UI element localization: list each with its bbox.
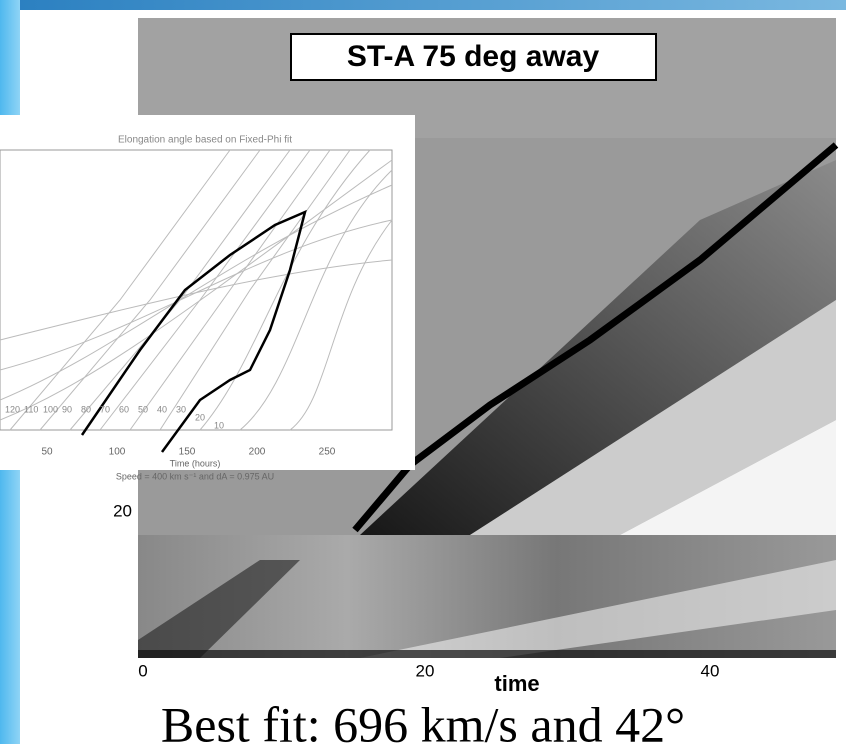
inset-curve-label: 90 <box>62 404 72 414</box>
inset-x-tick-label: 150 <box>179 447 196 458</box>
inset-curve-label: 80 <box>81 404 91 414</box>
dark-band <box>360 160 836 535</box>
inset-x-title: Time (hours) <box>170 458 221 468</box>
white-band <box>620 420 836 535</box>
inset-title: Elongation angle based on Fixed-Phi fit <box>118 135 292 146</box>
lower-streak <box>138 560 300 658</box>
inset-curve-label: 20 <box>195 412 205 422</box>
inset-curve-label: 40 <box>157 404 167 414</box>
inset-curve-label: 100 <box>43 404 58 414</box>
y-tick-label: 20 <box>113 501 132 520</box>
inset-curves <box>0 149 393 431</box>
x-axis-title: time <box>494 671 539 696</box>
inset-curve-label: 70 <box>100 404 110 414</box>
panel-label: ST-A 75 deg away <box>347 40 600 73</box>
top-bar <box>0 0 846 10</box>
inset-footer: Speed = 400 km s⁻¹ and dA = 0.975 AU <box>116 471 274 481</box>
inset-curve-label: 30 <box>176 404 186 414</box>
x-tick-label: 0 <box>138 661 147 680</box>
inset-x-tick-label: 50 <box>41 447 53 458</box>
inset <box>0 115 415 470</box>
inset-fit <box>80 209 307 453</box>
x-tick-label: 20 <box>416 661 435 680</box>
label-box <box>290 33 657 81</box>
caption: Best fit: 696 km/s and 42° <box>161 696 685 744</box>
lower-streak <box>360 560 836 658</box>
inset-frame <box>0 149 393 431</box>
fit-line <box>352 142 839 533</box>
inset-curve-label: 60 <box>119 404 129 414</box>
inset-curve-label: 50 <box>138 404 148 414</box>
inset-curve-label: 120 <box>5 404 20 414</box>
x-tick-label: 40 <box>701 661 720 680</box>
inset-curve-label: 110 <box>24 404 38 414</box>
bottom-dots <box>138 650 836 658</box>
inset-x-tick-label: 100 <box>109 447 126 458</box>
inset-curve-label: 10 <box>214 420 224 430</box>
light-band <box>470 300 836 535</box>
inset-x-tick-label: 200 <box>249 447 266 458</box>
inset-x-tick-label: 250 <box>319 447 336 458</box>
